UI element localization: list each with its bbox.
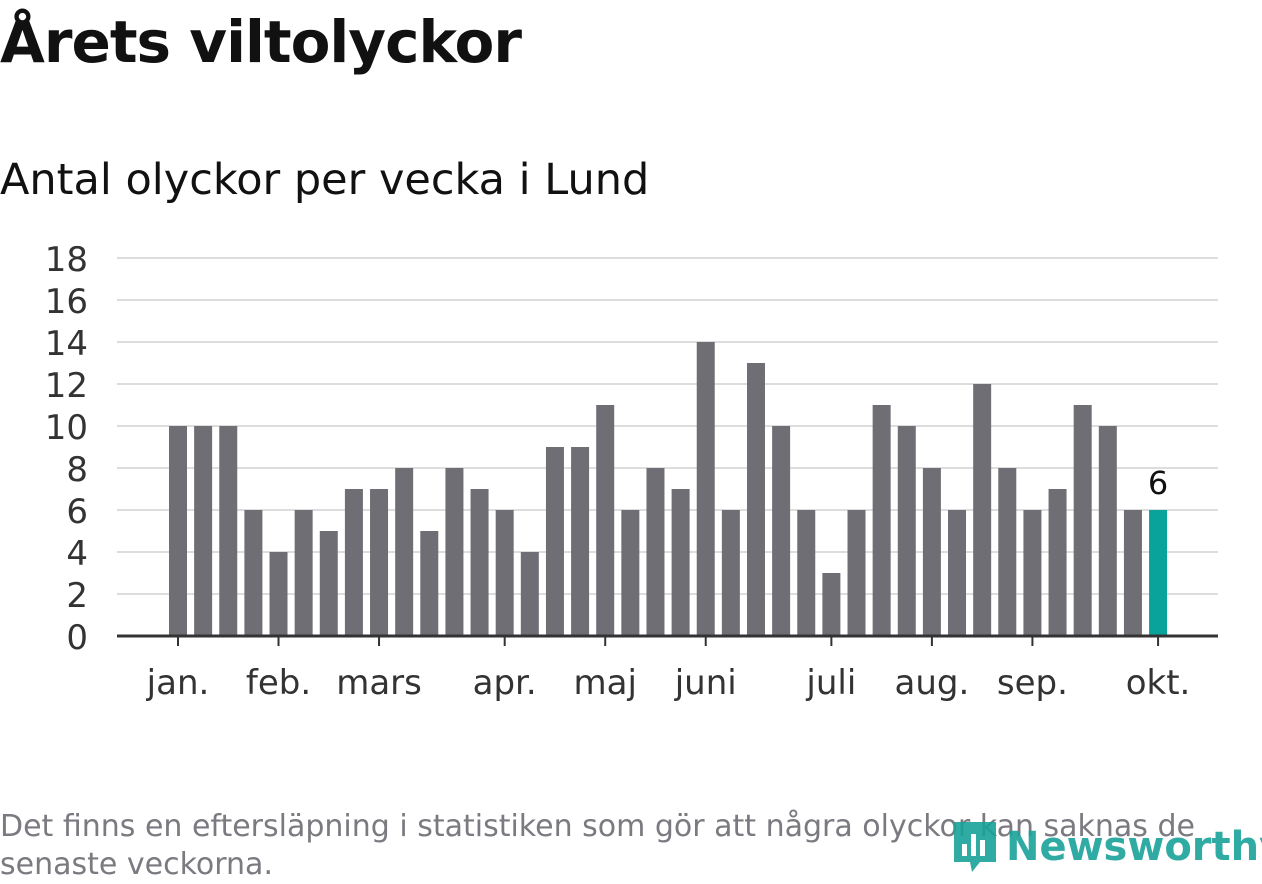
x-tick-label: juli: [805, 663, 856, 703]
chart-subtitle: Antal olyckor per vecka i Lund: [0, 155, 650, 205]
bar: [219, 426, 238, 636]
newsworthy-logo: Newsworthy: [950, 818, 1262, 876]
x-tick-label: apr.: [473, 663, 537, 703]
x-tick-label: jan.: [146, 663, 210, 703]
bar: [1048, 489, 1067, 636]
bar: [1073, 405, 1092, 636]
x-tick-label: aug.: [895, 663, 970, 703]
x-tick-label: okt.: [1126, 663, 1191, 703]
bar: [922, 468, 941, 636]
y-tick-label: 16: [45, 282, 88, 322]
bar: [571, 447, 590, 636]
bar: [1098, 426, 1117, 636]
y-tick-label: 0: [66, 618, 88, 658]
y-tick-label: 18: [45, 240, 88, 280]
bar: [822, 573, 841, 636]
y-tick-label: 10: [45, 408, 88, 448]
logo-text: Newsworthy: [1006, 824, 1262, 870]
bar: [872, 405, 891, 636]
bar: [646, 468, 665, 636]
x-tick-label: sep.: [997, 663, 1068, 703]
bar: [973, 384, 992, 636]
chart-title: Årets viltolyckor: [0, 8, 522, 76]
y-tick-label: 4: [66, 534, 88, 574]
bar: [847, 510, 866, 636]
bar: [545, 447, 564, 636]
bar: [1123, 510, 1142, 636]
bar: [621, 510, 640, 636]
bar: [169, 426, 187, 636]
bar: [420, 531, 439, 636]
bar: [696, 342, 715, 636]
bar: [294, 510, 313, 636]
x-tick-label: maj: [574, 663, 637, 703]
bar: [772, 426, 791, 636]
highlight-value-label: 6: [1148, 464, 1168, 502]
bar: [520, 552, 539, 636]
bar: [344, 489, 363, 636]
bar: [596, 405, 615, 636]
bar: [269, 552, 288, 636]
bar: [897, 426, 916, 636]
bar: [797, 510, 816, 636]
x-tick-label: juni: [674, 663, 737, 703]
y-tick-label: 14: [45, 324, 88, 364]
bar: [998, 468, 1017, 636]
bar: [948, 510, 967, 636]
newsworthy-logo-icon: [954, 822, 996, 872]
bar: [244, 510, 263, 636]
bar: [1023, 510, 1042, 636]
bar: [746, 363, 765, 636]
y-tick-label: 12: [45, 366, 88, 406]
y-tick-label: 8: [66, 450, 88, 490]
bar: [194, 426, 213, 636]
y-tick-label: 2: [66, 576, 88, 616]
bar: [370, 489, 389, 636]
bar: [671, 489, 690, 636]
bar: [395, 468, 414, 636]
y-tick-label: 6: [66, 492, 88, 532]
bar: [721, 510, 740, 636]
bar: [470, 489, 489, 636]
bar-highlight: [1149, 510, 1168, 636]
bar: [495, 510, 514, 636]
bar: [319, 531, 338, 636]
x-tick-label: mars: [336, 663, 422, 703]
x-tick-label: feb.: [246, 663, 311, 703]
bar: [445, 468, 464, 636]
